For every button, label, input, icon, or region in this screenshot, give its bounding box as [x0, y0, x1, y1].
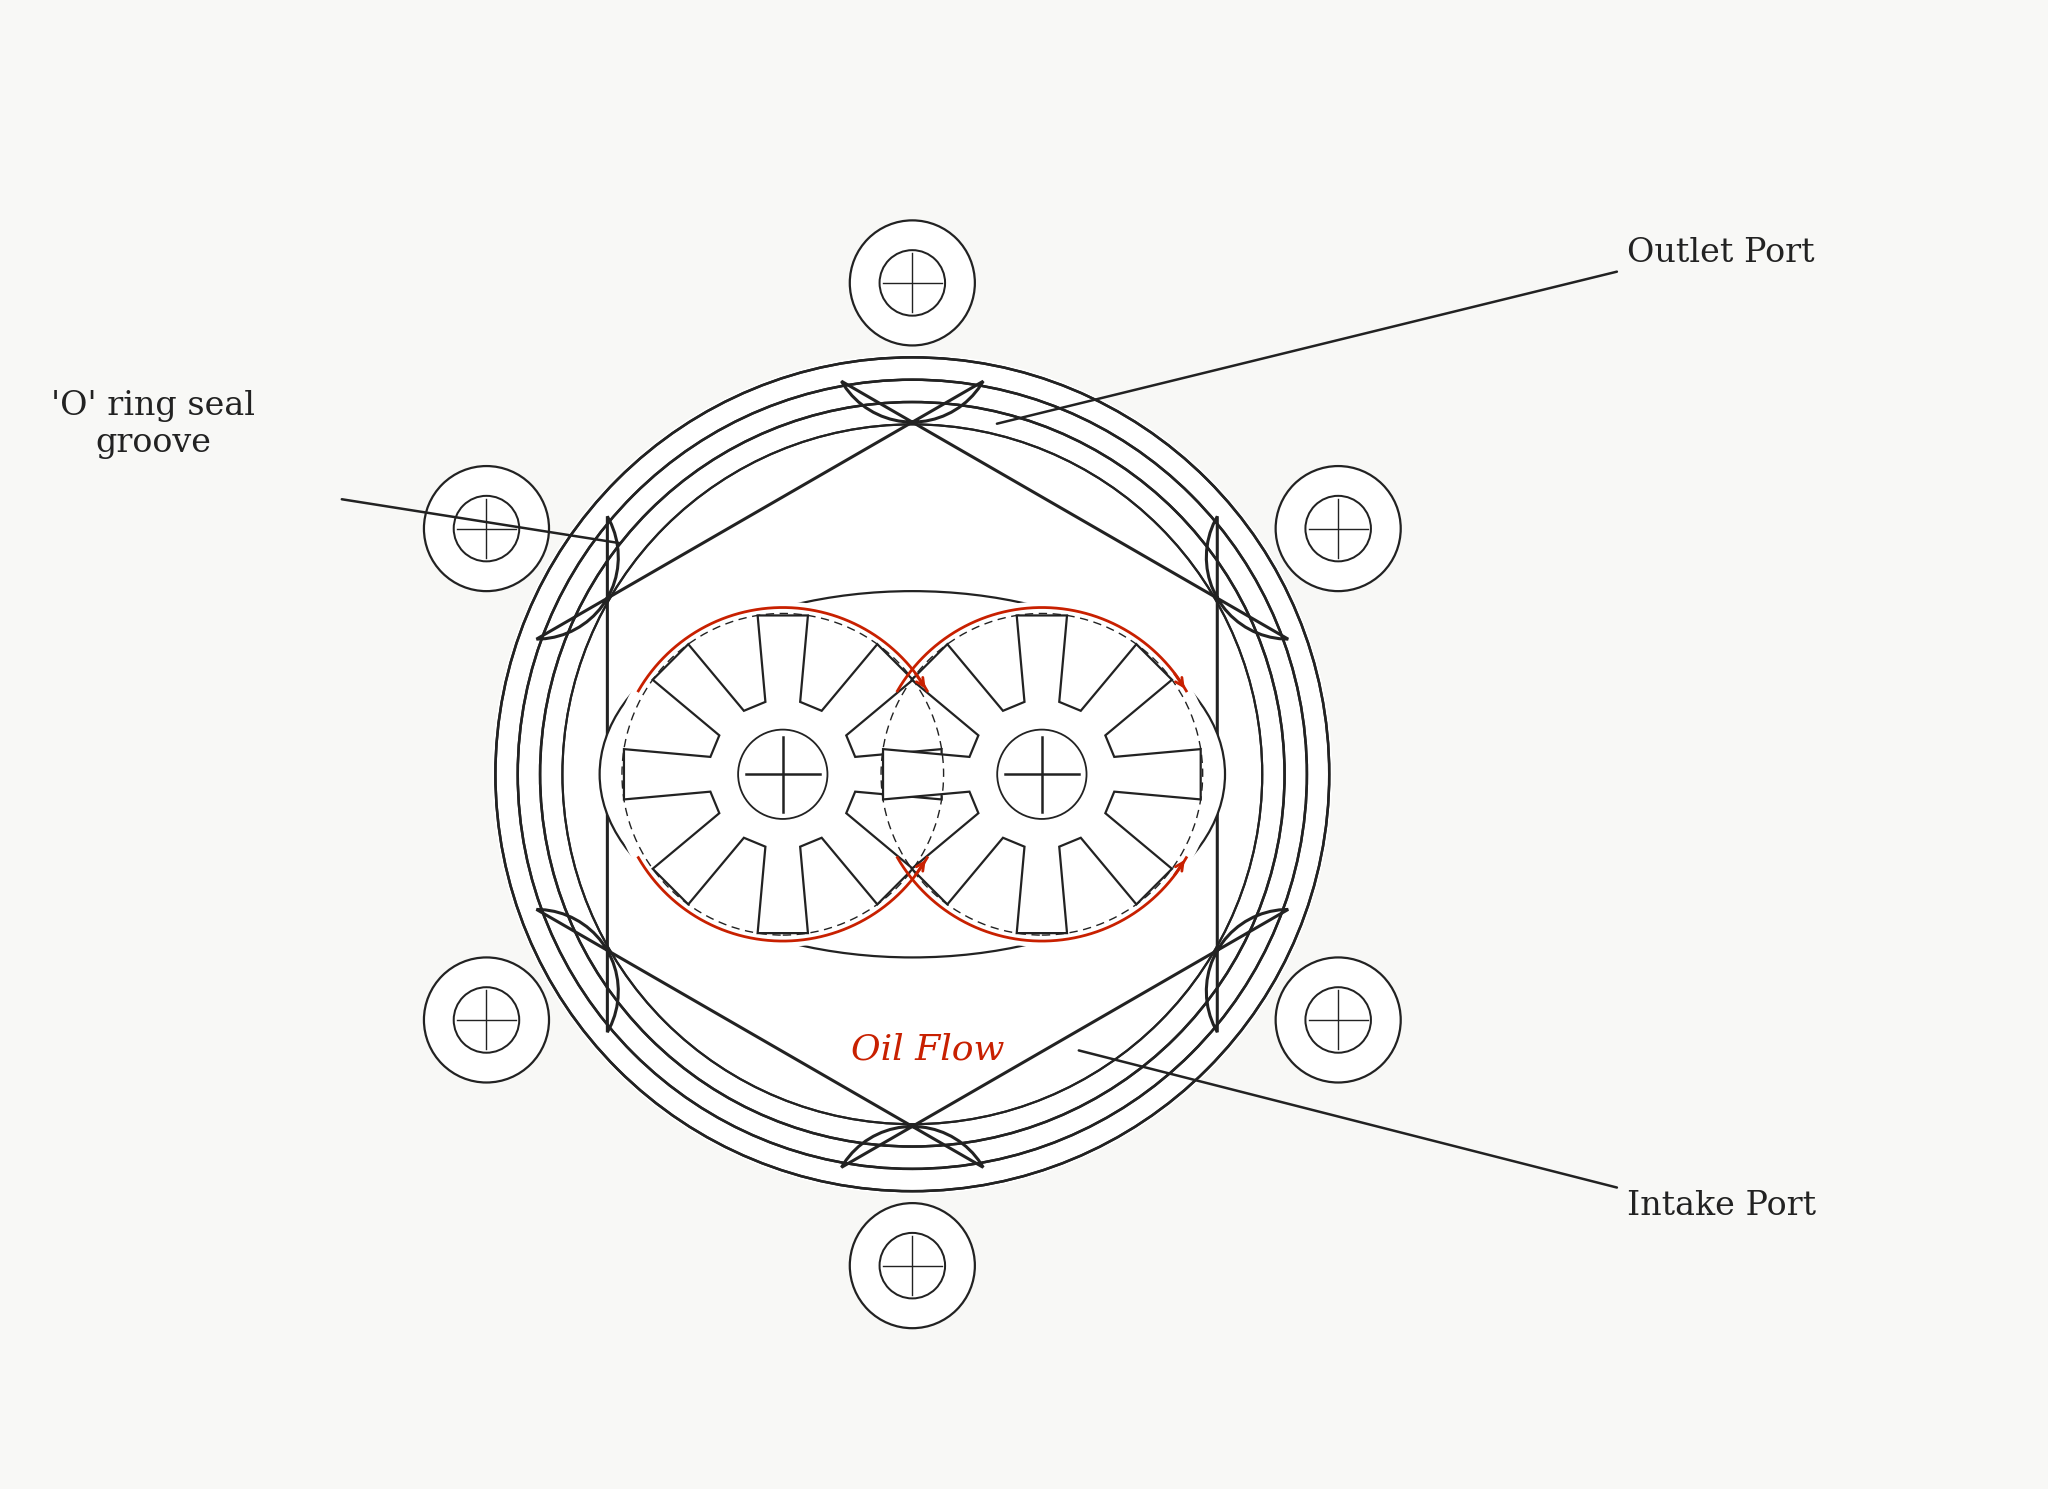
Circle shape	[1305, 987, 1370, 1053]
Circle shape	[424, 466, 549, 591]
Circle shape	[1276, 466, 1401, 591]
Polygon shape	[537, 381, 1288, 1167]
Circle shape	[879, 1233, 944, 1298]
Circle shape	[997, 730, 1087, 819]
Circle shape	[850, 1203, 975, 1328]
Circle shape	[879, 250, 944, 316]
Circle shape	[492, 354, 1331, 1194]
Circle shape	[868, 602, 1214, 947]
Circle shape	[1305, 496, 1370, 561]
Text: 'O' ring seal
groove: 'O' ring seal groove	[51, 390, 254, 459]
Circle shape	[1276, 957, 1401, 1083]
Circle shape	[455, 987, 520, 1053]
Polygon shape	[625, 615, 942, 934]
Polygon shape	[883, 615, 1200, 934]
Circle shape	[563, 424, 1262, 1124]
Text: Outlet Port: Outlet Port	[1626, 237, 1815, 270]
Ellipse shape	[600, 591, 1225, 957]
Circle shape	[850, 220, 975, 345]
Text: Oil Flow: Oil Flow	[850, 1033, 1004, 1066]
Circle shape	[455, 496, 520, 561]
Circle shape	[424, 957, 549, 1083]
Text: Intake Port: Intake Port	[1626, 1190, 1817, 1222]
Circle shape	[610, 602, 956, 947]
Circle shape	[737, 730, 827, 819]
